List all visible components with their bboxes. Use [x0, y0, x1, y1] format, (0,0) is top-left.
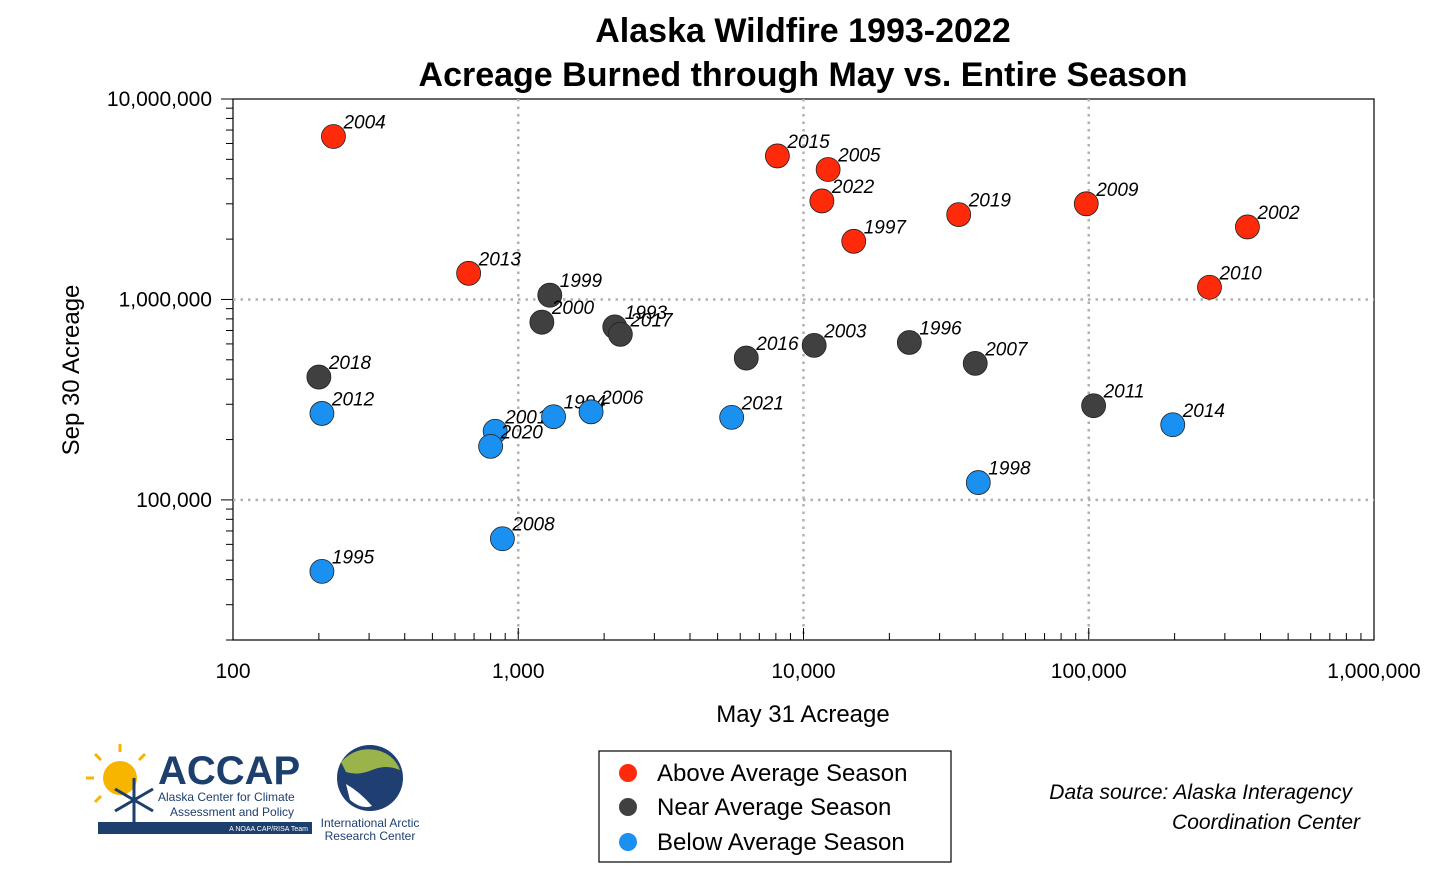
data-point-1996: [896, 330, 922, 355]
iarc-line-2: Research Center: [325, 829, 416, 843]
accap-line-1: Alaska Center for Climate: [158, 790, 295, 804]
data-label-2006: 2006: [600, 388, 644, 409]
x-tick-label: 100,000: [1051, 660, 1127, 683]
accap-line-2: Assessment and Policy: [170, 805, 294, 819]
snowflake-icon: [114, 778, 154, 822]
data-label-1998: 1998: [988, 459, 1031, 480]
data-label-2018: 2018: [328, 353, 372, 374]
data-point-1999: [537, 282, 563, 308]
legend-label-below: Below Average Season: [657, 829, 905, 856]
data-label-2000: 2000: [551, 298, 595, 319]
data-label-2004: 2004: [342, 113, 385, 134]
x-tick-label: 100: [215, 660, 250, 683]
data-label-2002: 2002: [1256, 203, 1300, 224]
tick-layer: [221, 98, 1375, 641]
data-label-1999: 1999: [560, 271, 603, 292]
data-label-1996: 1996: [919, 318, 962, 339]
data-point-2012: [309, 401, 335, 426]
legend-swatch-near: [619, 798, 637, 816]
data-label-2003: 2003: [823, 321, 867, 342]
data-point-2008: [490, 526, 515, 552]
accap-tag-bar: [98, 822, 312, 834]
data-source-line-2: Coordination Center: [1172, 811, 1361, 834]
data-label-2021: 2021: [741, 393, 784, 414]
legend-label-near: Near Average Season: [657, 794, 891, 821]
accap-logo: ACCAP Alaska Center for Climate Assessme…: [86, 744, 312, 834]
data-label-1997: 1997: [864, 217, 908, 238]
data-label-2011: 2011: [1103, 382, 1145, 403]
legend: Above Average Season Near Average Season…: [598, 750, 952, 863]
data-point-2019: [946, 202, 972, 228]
data-point-2004: [321, 124, 346, 149]
data-label-2012: 2012: [331, 389, 375, 410]
data-point-2017: [607, 321, 633, 347]
sun-icon: [86, 744, 147, 804]
data-point-1995: [309, 558, 335, 584]
data-label-2008: 2008: [511, 515, 555, 536]
iarc-line-1: International Arctic: [321, 816, 420, 830]
data-point-1997: [841, 228, 867, 254]
data-label-2022: 2022: [831, 177, 875, 198]
data-point-2020: [478, 433, 504, 459]
data-label-2017: 2017: [629, 310, 674, 331]
data-point-2006: [578, 399, 604, 425]
y-axis-label: Sep 30 Acreage: [58, 285, 85, 456]
accap-tag: A NOAA CAP/RISA Team: [229, 826, 308, 833]
data-point-2002: [1235, 214, 1260, 240]
accap-name: ACCAP: [158, 749, 300, 793]
tick-label-layer: 100 1,000 10,000 100,000 1,000,000 100,000 1,0…: [107, 88, 1421, 683]
data-label-1993: 1993: [625, 303, 668, 324]
data-point-2009: [1073, 191, 1099, 217]
x-tick-label: 10,000: [771, 660, 835, 683]
data-label-1995: 1995: [332, 547, 375, 568]
data-point-2016: [733, 345, 759, 371]
y-tick-label: 1,000,000: [119, 288, 212, 311]
y-tick-label: 10,000,000: [107, 88, 212, 111]
data-point-1998: [965, 470, 991, 495]
chart-title-line-1: Alaska Wildfire 1993-2022: [595, 12, 1011, 50]
x-tick-label: 1,000: [492, 660, 545, 683]
data-label-2019: 2019: [968, 191, 1012, 212]
data-point-2010: [1197, 274, 1222, 300]
data-point-2021: [719, 404, 745, 430]
data-label-2016: 2016: [755, 334, 799, 355]
data-point-2014: [1160, 412, 1186, 438]
legend-swatch-above: [619, 764, 637, 782]
data-label-2013: 2013: [478, 249, 522, 270]
x-axis-label: May 31 Acreage: [716, 701, 889, 728]
legend-label-above: Above Average Season: [657, 760, 907, 787]
globe-icon: [337, 745, 403, 811]
data-point-2003: [801, 332, 827, 358]
data-label-2001: 2001: [504, 407, 547, 428]
point-layer: 2004 2013 2015 2005 2022 1997 2019 2009 2002 2010…: [306, 113, 1300, 584]
x-tick-label: 1,000,000: [1327, 660, 1420, 683]
data-source-line-1: Data source: Alaska Interagency: [1049, 781, 1353, 804]
iarc-logo: International Arctic Research Center: [321, 745, 420, 843]
legend-swatch-below: [619, 833, 637, 851]
data-label-2015: 2015: [786, 132, 830, 153]
data-label-2010: 2010: [1218, 263, 1262, 284]
data-label-2009: 2009: [1095, 180, 1139, 201]
data-point-1994: [541, 404, 566, 430]
chart-title-line-2: Acreage Burned through May vs. Entire Se…: [419, 56, 1188, 94]
data-point-2011: [1081, 393, 1107, 419]
data-label-2005: 2005: [837, 145, 881, 166]
data-label-2007: 2007: [984, 339, 1029, 360]
data-point-2000: [529, 309, 555, 335]
data-point-2015: [764, 143, 790, 169]
y-tick-label: 100,000: [136, 489, 212, 512]
data-point-2005: [815, 157, 841, 182]
data-label-2014: 2014: [1182, 401, 1225, 422]
data-point-2013: [456, 260, 482, 286]
legend-box: [598, 750, 952, 863]
data-label-2020: 2020: [500, 422, 544, 443]
grid-layer: [233, 99, 1374, 640]
data-point-2018: [306, 364, 332, 390]
data-point-2007: [962, 350, 988, 376]
data-point-2022: [809, 188, 835, 214]
